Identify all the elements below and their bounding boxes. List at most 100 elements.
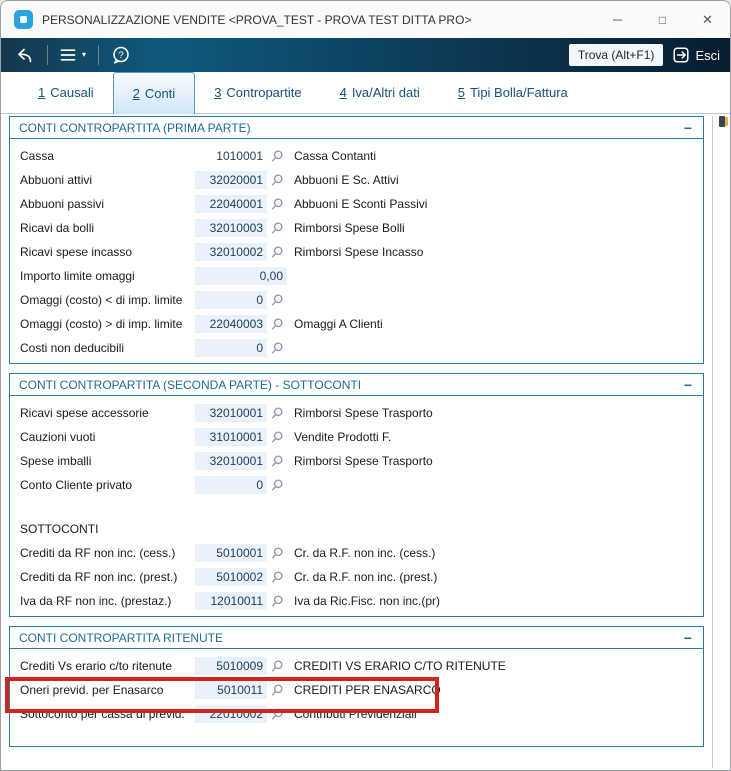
section-rows: Cassa 1010001 Cassa Contanti Abbuoni att… xyxy=(10,139,703,363)
code-input[interactable]: 5010002 xyxy=(195,568,267,586)
collapse-icon[interactable]: − xyxy=(683,377,692,393)
minimize-button[interactable]: ─ xyxy=(612,12,623,27)
account-description: Abbuoni E Sconti Passivi xyxy=(294,197,428,211)
code-input[interactable]: 32010003 xyxy=(195,219,267,237)
esci-button[interactable]: Esci xyxy=(672,46,720,64)
tab-bar: 1 Causali 2 Conti 3 Contropartite 4 Iva/Altr… xyxy=(1,72,730,114)
field-row: Crediti da RF non inc. (prest.) 5010002 … xyxy=(10,565,703,589)
menu-button[interactable]: ▾ xyxy=(48,38,98,72)
toolbar: ▾ ? Trova (Alt+F1) Esci xyxy=(1,38,730,72)
field-label: Oneri previd. per Enasarco xyxy=(20,683,164,697)
tab-conti[interactable]: 2 Conti xyxy=(112,72,196,114)
code-input[interactable]: 1010001 xyxy=(195,147,267,165)
caption-buttons: ─ □ ✕ xyxy=(595,1,730,38)
tab-causali[interactable]: 1 Causali xyxy=(38,85,94,100)
search-icon[interactable] xyxy=(267,317,286,331)
field-label: Ricavi spese accessorie xyxy=(20,406,149,420)
code-input[interactable]: 0 xyxy=(195,291,267,309)
search-icon[interactable] xyxy=(267,173,286,187)
content-right-border xyxy=(712,116,713,768)
tab-tipi-bolla-fattura[interactable]: 5 Tipi Bolla/Fattura xyxy=(457,85,568,100)
field-row: Abbuoni attivi 32020001 Abbuoni E Sc. At… xyxy=(10,168,703,192)
field-label: Conto Cliente privato xyxy=(20,478,133,492)
field-row: Sottoconto per cassa di previd. 22010002… xyxy=(10,702,703,726)
search-icon[interactable] xyxy=(267,406,286,420)
field-label: Ricavi da bolli xyxy=(20,221,95,235)
search-icon[interactable] xyxy=(267,659,286,673)
search-icon[interactable] xyxy=(267,570,286,584)
search-icon[interactable] xyxy=(267,293,286,307)
section-title: CONTI CONTROPARTITA (SECONDA PARTE) - SO… xyxy=(19,378,362,392)
field-row: Omaggi (costo) < di imp. limite 0 xyxy=(10,288,703,312)
code-input[interactable]: 12010011 xyxy=(195,592,267,610)
code-input[interactable]: 32010001 xyxy=(195,404,267,422)
section-conti-contropartita-seconda-parte: CONTI CONTROPARTITA (SECONDA PARTE) - SO… xyxy=(9,373,704,617)
account-description: Cr. da R.F. non inc. (prest.) xyxy=(294,570,438,584)
search-icon[interactable] xyxy=(267,149,286,163)
field-label: Cauzioni vuoti xyxy=(20,430,96,444)
field-row: Ricavi spese incasso 32010002 Rimborsi S… xyxy=(10,240,703,264)
field-row: Oneri previd. per Enasarco 5010011 CREDI… xyxy=(10,678,703,702)
field-label: Abbuoni attivi xyxy=(20,173,93,187)
code-input[interactable]: 31010001 xyxy=(195,428,267,446)
field-label: Sottoconto per cassa di previd. xyxy=(20,707,185,721)
back-button[interactable] xyxy=(1,38,47,72)
field-label: Iva da RF non inc. (prestaz.) xyxy=(20,594,172,608)
search-icon[interactable] xyxy=(267,221,286,235)
search-icon[interactable] xyxy=(267,454,286,468)
toolbar-divider xyxy=(98,45,100,65)
trova-button[interactable]: Trova (Alt+F1) xyxy=(568,44,664,66)
code-input[interactable]: 5010011 xyxy=(195,681,267,699)
tab-contropartite[interactable]: 3 Contropartite xyxy=(214,85,302,100)
search-icon[interactable] xyxy=(267,683,286,697)
account-description: Rimborsi Spese Trasporto xyxy=(294,454,433,468)
code-input[interactable]: 5010009 xyxy=(195,657,267,675)
search-icon[interactable] xyxy=(267,245,286,259)
toolbar-divider xyxy=(47,45,48,65)
code-input[interactable]: 0 xyxy=(195,339,267,357)
search-icon[interactable] xyxy=(267,341,286,355)
code-input[interactable]: 32020001 xyxy=(195,171,267,189)
tab-iva-altri-dati[interactable]: 4 Iva/Altri dati xyxy=(339,85,420,100)
code-input[interactable]: 0,00 xyxy=(195,267,287,285)
titlebar: PERSONALIZZAZIONE VENDITE <PROVA_TEST - … xyxy=(1,1,730,38)
maximize-button[interactable]: □ xyxy=(658,12,667,27)
field-row: Ricavi spese accessorie 32010001 Rimbors… xyxy=(10,401,703,425)
code-input[interactable]: 5010001 xyxy=(195,544,267,562)
account-description: Contributi Previdenziali xyxy=(294,707,417,721)
search-icon[interactable] xyxy=(267,546,286,560)
code-input[interactable]: 22040001 xyxy=(195,195,267,213)
account-description: Rimborsi Spese Bolli xyxy=(294,221,405,235)
section-header: CONTI CONTROPARTITA RITENUTE − xyxy=(10,627,703,649)
field-row: Iva da RF non inc. (prestaz.) 12010011 I… xyxy=(10,589,703,613)
collapse-icon[interactable]: − xyxy=(683,120,692,136)
section-title: CONTI CONTROPARTITA RITENUTE xyxy=(19,631,224,645)
field-label: Crediti Vs erario c/to ritenute xyxy=(20,659,173,673)
app-logo-icon xyxy=(14,10,33,29)
search-icon[interactable] xyxy=(267,478,286,492)
account-description: CREDITI VS ERARIO C/TO RITENUTE xyxy=(294,659,506,673)
code-input[interactable]: 0 xyxy=(195,476,267,494)
field-row: Crediti da RF non inc. (cess.) 5010001 C… xyxy=(10,541,703,565)
section-rows: Ricavi spese accessorie 32010001 Rimbors… xyxy=(10,396,703,616)
window-title: PERSONALIZZAZIONE VENDITE <PROVA_TEST - … xyxy=(42,12,472,27)
code-input[interactable]: 32010001 xyxy=(195,452,267,470)
search-icon[interactable] xyxy=(267,707,286,721)
code-input[interactable]: 22010002 xyxy=(195,705,267,723)
account-description: CREDITI PER ENASARCO xyxy=(294,683,441,697)
search-icon[interactable] xyxy=(267,430,286,444)
code-input[interactable]: 32010002 xyxy=(195,243,267,261)
field-row: Ricavi da bolli 32010003 Rimborsi Spese … xyxy=(10,216,703,240)
code-input[interactable]: 22040003 xyxy=(195,315,267,333)
search-icon[interactable] xyxy=(267,197,286,211)
search-icon[interactable] xyxy=(267,594,286,608)
account-description: Abbuoni E Sc. Attivi xyxy=(294,173,399,187)
help-button[interactable]: ? xyxy=(99,38,143,72)
field-row: Crediti Vs erario c/to ritenute 5010009 … xyxy=(10,654,703,678)
account-description: Rimborsi Spese Incasso xyxy=(294,245,424,259)
sublabel-row: SOTTOCONTI xyxy=(10,517,703,541)
close-button[interactable]: ✕ xyxy=(702,11,713,27)
account-description: Vendite Prodotti F. xyxy=(294,430,392,444)
collapse-icon[interactable]: − xyxy=(683,630,692,646)
edge-widget-icon[interactable] xyxy=(718,114,729,129)
